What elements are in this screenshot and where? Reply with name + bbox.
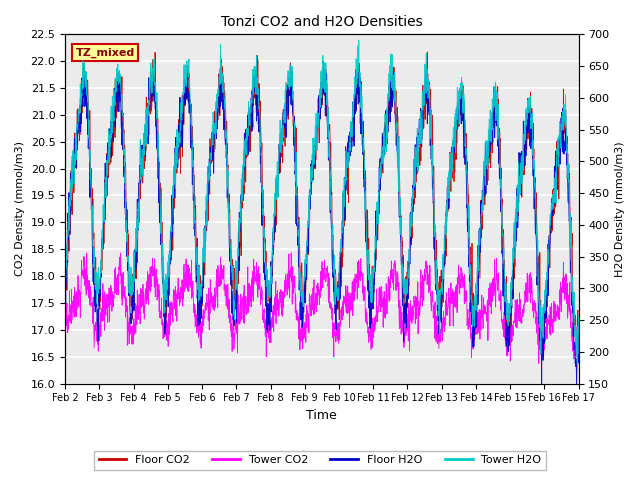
Text: TZ_mixed: TZ_mixed [76,48,134,58]
X-axis label: Time: Time [307,409,337,422]
Legend: Floor CO2, Tower CO2, Floor H2O, Tower H2O: Floor CO2, Tower CO2, Floor H2O, Tower H… [94,451,546,469]
Title: Tonzi CO2 and H2O Densities: Tonzi CO2 and H2O Densities [221,15,423,29]
Y-axis label: CO2 Density (mmol/m3): CO2 Density (mmol/m3) [15,142,25,276]
Y-axis label: H2O Density (mmol/m3): H2O Density (mmol/m3) [615,141,625,277]
